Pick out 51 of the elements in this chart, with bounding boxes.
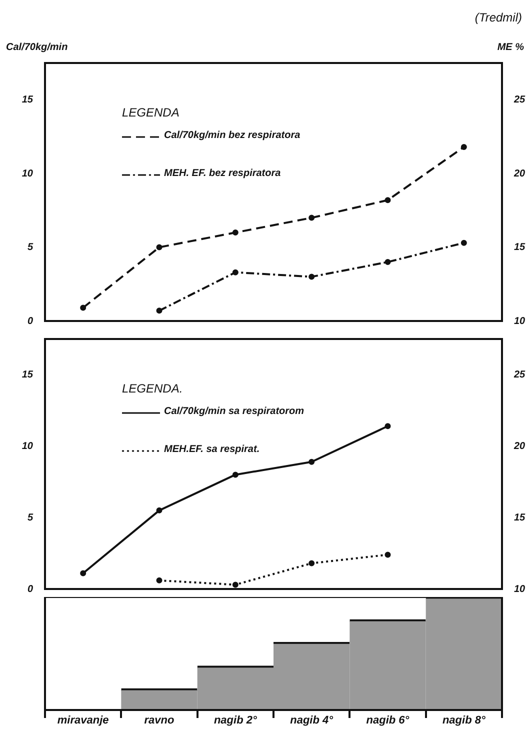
point [460, 240, 467, 246]
x-tick-label: nagib 8° [442, 714, 486, 727]
y2-tick-label: 25 [513, 94, 526, 106]
point [384, 197, 391, 204]
y2-tick-label: 10 [514, 316, 526, 327]
legend-label: MEH.EF. sa respirat. [164, 444, 260, 455]
y-tick-label: 10 [22, 168, 34, 180]
point [232, 230, 238, 236]
y-tick-label: 15 [22, 369, 34, 380]
point [384, 259, 391, 266]
y2-tick-label: 20 [513, 168, 526, 180]
point [460, 144, 467, 150]
point [308, 214, 315, 221]
y2-tick-label: 10 [514, 584, 526, 595]
y2-tick-label: 20 [513, 440, 526, 452]
y2-tick-label: 15 [514, 512, 526, 524]
point [80, 570, 86, 576]
point [232, 472, 238, 478]
point [156, 507, 162, 514]
point [80, 304, 86, 311]
y-tick-label: 5 [27, 242, 34, 254]
x-tick-label: ravno [144, 714, 174, 727]
y2-tick-label: 25 [513, 369, 526, 380]
point [232, 269, 238, 276]
y-tick-label: 0 [27, 316, 34, 327]
y-tick-label: 5 [27, 512, 34, 524]
point [156, 244, 162, 250]
point [308, 560, 315, 566]
point [308, 274, 315, 280]
y-tick-label: 10 [22, 440, 34, 452]
legend-title: LEGENDA. [122, 381, 183, 396]
chart-title: (Tredmil) [474, 10, 522, 24]
point [156, 577, 162, 584]
point [156, 308, 162, 314]
y-tick-label: 15 [22, 94, 34, 106]
y-axis-title: Cal/70kg/min [6, 42, 68, 53]
y2-tick-label: 15 [514, 242, 526, 254]
legend-label: MEH. EF. bez respiratora [164, 168, 282, 179]
y2-axis-title: ME % [497, 42, 524, 53]
y-tick-label: 0 [27, 584, 34, 595]
x-tick-label: nagib 4° [290, 714, 334, 727]
x-tick-label: nagib 2° [214, 714, 258, 727]
x-tick-label: miravanje [57, 714, 109, 727]
legend-title: LEGENDA [122, 105, 180, 120]
point [384, 552, 391, 558]
legend-label: Cal/70kg/min bez respiratora [164, 130, 301, 141]
point [232, 582, 238, 588]
point [384, 423, 391, 430]
x-tick-label: nagib 6° [366, 714, 410, 727]
point [308, 458, 315, 465]
legend-label: Cal/70kg/min sa respiratorom [164, 406, 304, 417]
